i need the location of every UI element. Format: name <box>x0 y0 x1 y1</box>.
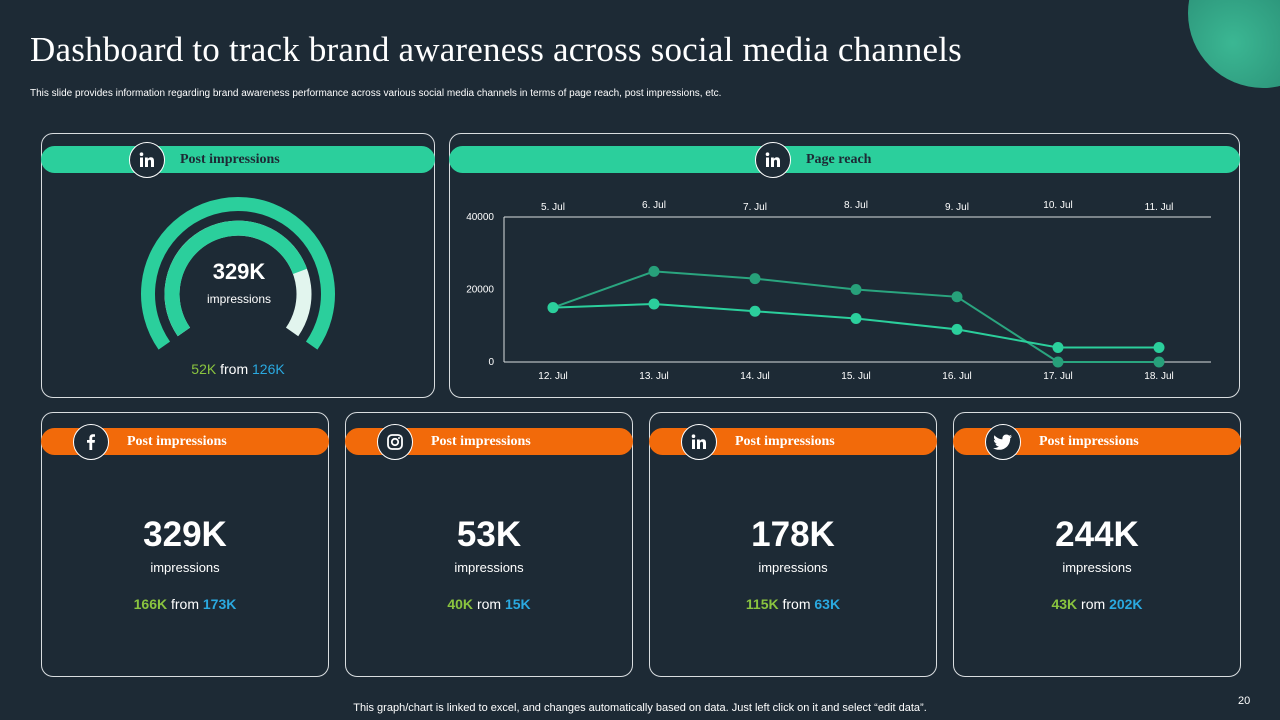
gauge-from-value: 52K <box>191 361 217 377</box>
card-value: 244K <box>1055 515 1139 554</box>
page-reach-header-label: Page reach <box>806 152 872 167</box>
series-1-point <box>648 265 660 277</box>
card-from-value: 43K <box>1051 596 1078 612</box>
series-1-point <box>1052 356 1064 368</box>
gauge-outer-arc <box>141 196 335 350</box>
twitter-icon <box>985 424 1021 460</box>
card-to-value: 15K <box>504 596 531 612</box>
series-1-point <box>1153 356 1165 368</box>
card-value: 329K <box>143 515 227 554</box>
card-unit: impressions <box>758 560 828 575</box>
card-unit: impressions <box>1062 560 1132 575</box>
linkedin-icon <box>681 424 717 460</box>
post-impressions-card-linkedin: Post impressions 178K impressions 115K f… <box>649 412 937 677</box>
page-number: 20 <box>1238 695 1251 707</box>
card-value: 53K <box>456 515 522 554</box>
card-unit: impressions <box>454 560 524 575</box>
series-2-point <box>850 313 862 324</box>
card-from-word: rom <box>476 596 502 612</box>
linkedin-icon <box>129 142 165 178</box>
top-x-tick-label: 6. Jul <box>642 200 666 211</box>
gauge-header-bar: Post impressions <box>41 146 435 173</box>
card-header-label: Post impressions <box>431 434 531 449</box>
card-header-label: Post impressions <box>1039 434 1139 449</box>
gauge-unit: impressions <box>206 292 272 306</box>
top-x-tick-label: 11. Jul <box>1145 202 1174 213</box>
top-x-tick-label: 5. Jul <box>541 202 565 213</box>
x-tick-label: 12. Jul <box>538 371 567 382</box>
card-to-value: 63K <box>814 596 841 612</box>
gauge-inner-fill <box>164 220 308 337</box>
card-from-value: 115K <box>745 596 779 612</box>
y-tick-label: 40000 <box>466 212 494 223</box>
card-from-value: 40K <box>447 596 474 612</box>
x-tick-label: 18. Jul <box>1144 371 1173 382</box>
footer-note: This graph/chart is linked to excel, and… <box>353 702 927 714</box>
gauge-panel: Post impressions 329K impressions 52K fr… <box>41 133 435 398</box>
x-tick-label: 14. Jul <box>740 371 769 382</box>
card-value: 178K <box>751 515 835 554</box>
series-2-point <box>1153 342 1165 353</box>
card-comparison: 40K rom 15K <box>346 596 632 612</box>
x-tick-label: 15. Jul <box>841 371 870 382</box>
page-reach-panel: Page reach 0 20000 40000 12. Jul 13. Jul 14. … <box>449 133 1240 398</box>
top-x-tick-label: 8. Jul <box>844 200 868 211</box>
post-impressions-card-instagram: Post impressions 53K impressions 40K rom… <box>345 412 633 677</box>
top-x-tick-label: 7. Jul <box>743 202 767 213</box>
series-2-point <box>951 323 963 335</box>
instagram-icon <box>377 424 413 460</box>
facebook-icon <box>73 424 109 460</box>
card-header-label: Post impressions <box>127 434 227 449</box>
card-comparison: 115K from 63K <box>650 596 936 612</box>
card-unit: impressions <box>150 560 220 575</box>
card-from-word: rom <box>1081 596 1106 612</box>
series-2-point <box>749 305 761 317</box>
series-2-point <box>1052 342 1064 353</box>
card-from-value: 166K <box>133 596 168 612</box>
series-1-point <box>749 273 761 285</box>
series-1-point <box>951 291 963 303</box>
x-tick-label: 16. Jul <box>942 371 971 382</box>
card-from-word: from <box>782 596 811 612</box>
series-line-2 <box>552 302 1159 349</box>
page-title: Dashboard to track brand awareness acros… <box>30 30 962 69</box>
post-impressions-card-facebook: Post impressions 329K impressions 166K f… <box>41 412 329 677</box>
page-reach-line-chart: 0 20000 40000 12. Jul 13. Jul 14. Jul 15. Jul 1… <box>466 200 1211 382</box>
gauge-ring <box>141 196 335 350</box>
gauge-value: 329K <box>212 259 266 284</box>
card-to-value: 173K <box>202 596 237 612</box>
top-x-tick-label: 10. Jul <box>1043 200 1072 211</box>
decorative-corner-circle <box>1188 0 1280 88</box>
card-comparison: 166K from 173K <box>42 596 328 612</box>
series-2-point <box>648 298 660 310</box>
x-tick-label: 13. Jul <box>639 371 668 382</box>
x-tick-label: 17. Jul <box>1043 371 1072 382</box>
card-header-label: Post impressions <box>735 434 835 449</box>
y-tick-label: 0 <box>488 357 494 368</box>
post-impressions-card-twitter: Post impressions 244K impressions 43K ro… <box>953 412 1241 677</box>
series-2-point <box>547 302 559 314</box>
top-x-tick-label: 9. Jul <box>945 202 969 213</box>
y-tick-label: 20000 <box>466 285 494 296</box>
gauge-comparison: 52K from 126K <box>42 361 434 377</box>
gauge-to-value: 126K <box>252 361 285 377</box>
card-from-word: from <box>171 596 199 612</box>
gauge-header-label: Post impressions <box>180 152 280 167</box>
gauge-from-word: from <box>220 361 249 377</box>
card-to-value: 202K <box>1109 596 1143 612</box>
page-reach-header-bar: Page reach <box>449 146 1240 173</box>
linkedin-icon <box>755 142 791 178</box>
card-comparison: 43K rom 202K <box>954 596 1240 612</box>
page-subtitle: This slide provides information regardin… <box>30 88 722 99</box>
series-1-point <box>850 284 862 295</box>
